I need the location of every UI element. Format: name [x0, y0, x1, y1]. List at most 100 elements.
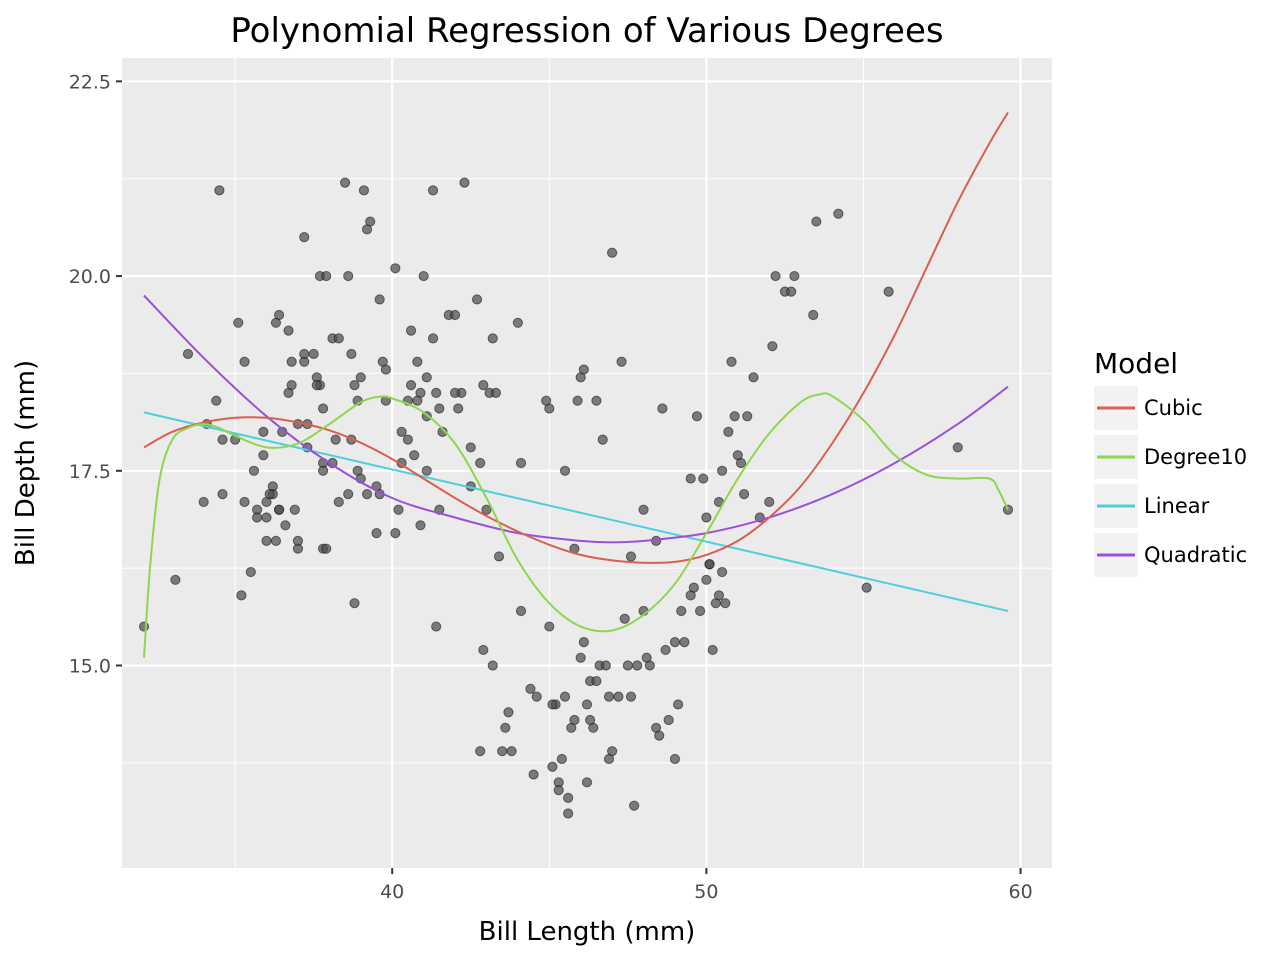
data-point: [355, 372, 366, 383]
data-point: [371, 527, 382, 539]
data-point: [764, 496, 775, 508]
series-line-degree10: [143, 392, 1009, 658]
data-point: [563, 808, 574, 819]
data-point: [487, 333, 498, 344]
data-point: [198, 496, 209, 508]
data-point: [767, 341, 778, 352]
data-point: [701, 574, 712, 585]
data-point: [729, 411, 740, 422]
data-point: [270, 317, 282, 328]
data-point: [478, 644, 489, 656]
data-point: [412, 356, 423, 367]
data-point: [685, 473, 696, 484]
data-point: [738, 489, 750, 500]
data-point: [261, 535, 272, 546]
data-point: [638, 504, 649, 515]
data-point: [481, 504, 492, 515]
data-point: [343, 270, 354, 282]
data-point: [459, 177, 470, 188]
data-point: [478, 380, 489, 391]
legend-label-degree10: Degree10: [1144, 445, 1247, 469]
data-point: [402, 434, 414, 445]
major-gridlines: [122, 58, 1052, 868]
data-point: [405, 325, 417, 336]
data-point: [742, 411, 753, 422]
data-point: [613, 691, 624, 702]
series-line-cubic: [143, 111, 1009, 564]
data-point: [308, 348, 319, 360]
data-point: [490, 387, 501, 399]
data-point: [515, 605, 527, 617]
data-point: [280, 520, 291, 531]
data-point: [676, 605, 687, 617]
data-point: [245, 566, 256, 578]
data-point: [1002, 504, 1014, 515]
y-axis-label: Bill Depth (mm): [11, 360, 41, 566]
data-point: [182, 348, 194, 360]
data-point: [688, 582, 699, 593]
data-point: [358, 185, 370, 196]
x-tick-label: 40: [380, 881, 404, 903]
data-point: [493, 551, 505, 562]
data-point: [861, 582, 872, 593]
data-point: [317, 465, 329, 476]
data-point: [405, 380, 417, 391]
data-point: [475, 457, 486, 469]
data-point: [390, 527, 401, 539]
data-point: [374, 294, 385, 305]
data-point: [597, 434, 608, 445]
data-point: [349, 380, 360, 391]
data-point: [471, 294, 483, 305]
data-point: [528, 769, 539, 780]
x-tick-label: 60: [1008, 881, 1032, 903]
data-point: [503, 707, 514, 718]
plot-panel: [122, 58, 1052, 868]
data-point: [673, 699, 684, 710]
data-point: [591, 395, 602, 406]
data-point: [691, 411, 703, 422]
data-point: [299, 348, 310, 360]
data-point: [431, 387, 442, 399]
data-point: [170, 574, 181, 585]
data-point: [811, 216, 822, 227]
data-point: [217, 434, 228, 445]
data-point: [657, 403, 668, 414]
data-point: [679, 637, 690, 648]
data-point: [591, 675, 602, 687]
x-tick-label: 50: [694, 881, 718, 903]
data-point: [544, 621, 555, 632]
data-point: [575, 652, 586, 663]
data-point: [654, 730, 665, 741]
x-axis: 40 50 60: [380, 868, 1033, 903]
data-point: [515, 457, 527, 469]
data-point: [619, 613, 630, 624]
data-point: [786, 286, 797, 297]
y-tick-label: 22.5: [69, 71, 111, 93]
data-point: [525, 683, 536, 694]
data-point: [393, 504, 404, 515]
data-point: [349, 598, 360, 609]
data-point: [748, 372, 759, 383]
data-point: [421, 465, 432, 476]
data-point: [311, 380, 322, 391]
data-point: [299, 232, 310, 243]
data-point: [547, 699, 558, 710]
data-point: [264, 489, 275, 500]
data-point: [713, 590, 725, 601]
y-tick-label: 20.0: [69, 266, 111, 288]
data-point: [252, 512, 263, 523]
data-point: [346, 348, 357, 360]
data-point: [321, 543, 332, 554]
data-point: [233, 317, 244, 328]
data-point: [559, 465, 571, 476]
data-point: [214, 185, 225, 196]
data-point: [625, 691, 637, 702]
data-point: [581, 699, 593, 710]
data-point: [465, 442, 476, 453]
data-point: [475, 746, 486, 757]
data-point: [603, 691, 615, 702]
data-point: [622, 660, 633, 671]
data-point: [138, 621, 150, 632]
data-point: [270, 535, 282, 546]
data-point: [283, 325, 294, 336]
